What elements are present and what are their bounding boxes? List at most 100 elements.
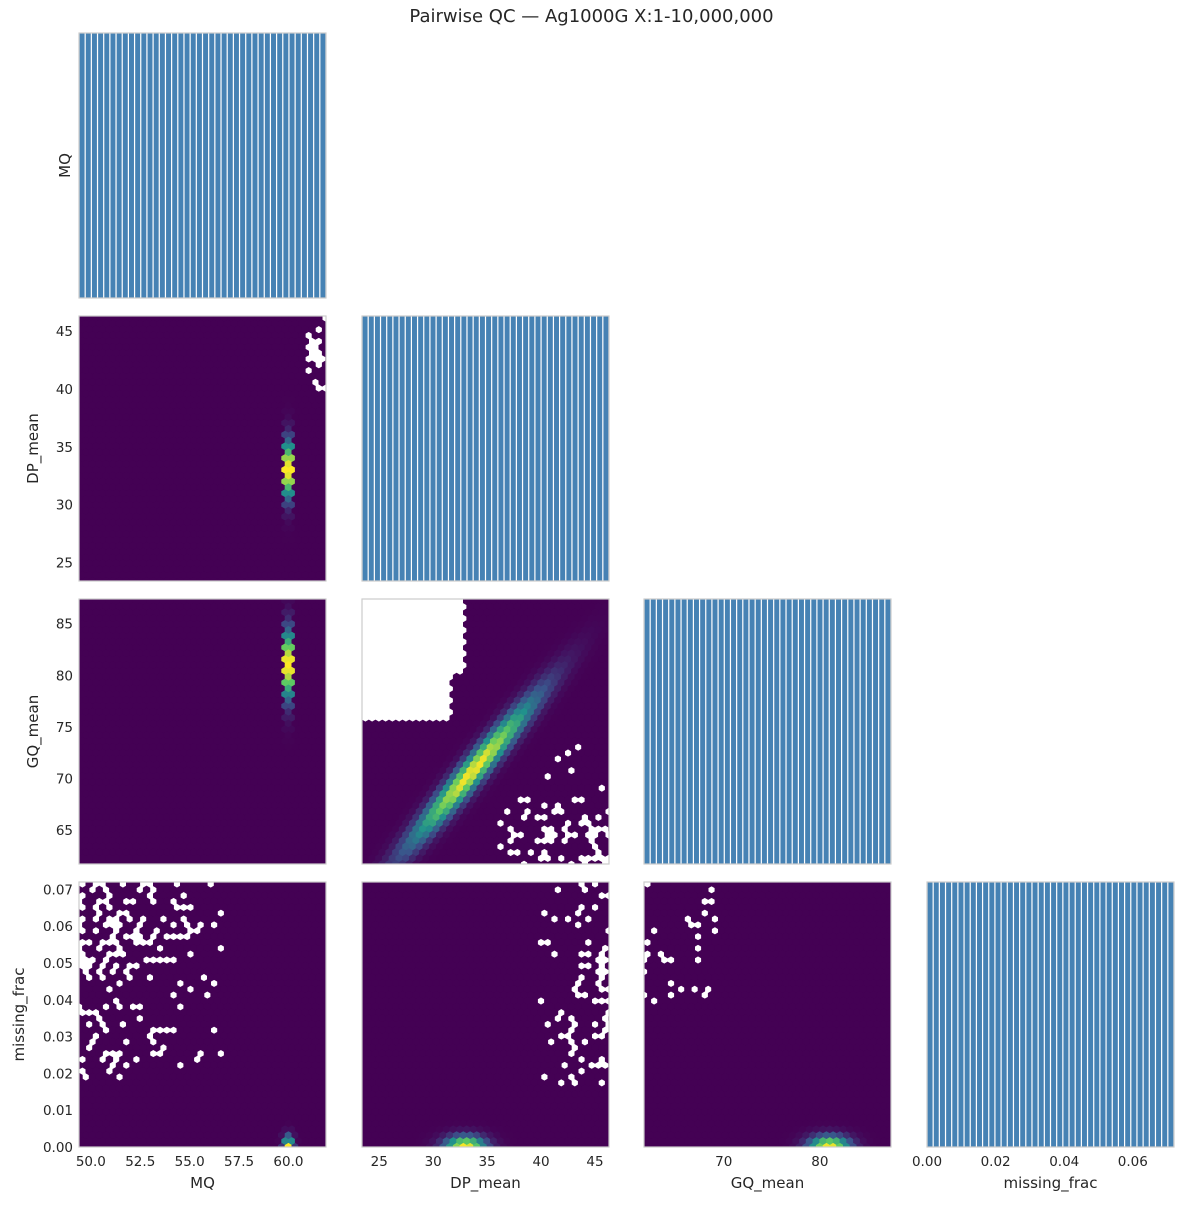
hexbin-cell (220, 536, 228, 545)
hexbin-cell (102, 577, 110, 581)
hexbin-cell (102, 389, 110, 399)
hexbin-cell (476, 643, 484, 652)
hexbin-cell (385, 778, 393, 787)
hexbin-cell (274, 748, 282, 758)
hexbin-cell (506, 743, 515, 752)
hexbin-cell (392, 743, 400, 752)
hexbin-cell (588, 766, 596, 775)
hexbin-cell (203, 366, 211, 375)
hexbin-cell (496, 713, 505, 723)
hexbin-cell (234, 655, 242, 664)
hexbin-cell (247, 547, 255, 557)
hexbin-cell (166, 737, 174, 746)
hexbin-cell (294, 325, 303, 334)
hexbin-cell (500, 637, 508, 647)
hexbin-cell (412, 766, 420, 775)
hexbin-cell (244, 343, 252, 352)
hexbin-cell (193, 547, 201, 557)
hexbin-cell (210, 614, 218, 623)
hexbin-cell (288, 678, 296, 688)
hexbin-cell (102, 813, 110, 822)
hexbin-cell (132, 854, 141, 863)
hexbin-cell (207, 690, 215, 699)
hexbin-cell (244, 495, 252, 504)
hexbin-cell (122, 848, 130, 857)
hexbin-cell (237, 614, 245, 623)
hexbin-cell (213, 536, 222, 545)
hexbin-cell (329, 524, 336, 533)
hexbin-cell (315, 547, 323, 557)
hexbin-cell (305, 577, 313, 581)
hexbin-cell (540, 626, 549, 635)
hexbin-cell (230, 541, 238, 551)
hexbin-cell (305, 389, 313, 399)
hexbin-cell (207, 360, 215, 369)
hexbin-cell (159, 383, 168, 393)
hist-bar (879, 599, 885, 864)
hexbin-cell (271, 436, 279, 446)
hexbin-cell (196, 483, 205, 492)
hexbin-cell (163, 448, 171, 457)
hexbin-cell (550, 643, 559, 652)
hexbin-cell (207, 830, 215, 840)
hexbin-cell (267, 559, 276, 568)
hexbin-cell (105, 337, 114, 346)
hexbin-cell (574, 731, 582, 740)
hexbin-cell (142, 754, 151, 764)
hexbin-cell (139, 819, 147, 828)
hexbin-cell (305, 495, 313, 504)
hexbin-cell (601, 637, 609, 647)
hexbin-cell (210, 577, 218, 581)
hexbin-cell (456, 748, 464, 758)
hexbin-cell (190, 848, 198, 857)
hexbin-cell (85, 795, 93, 805)
hexbin-cell (237, 413, 245, 422)
hexbin-cell (318, 801, 326, 810)
hexbin-cell (230, 836, 238, 846)
hexbin-cell (301, 477, 309, 486)
hexbin-cell (362, 725, 370, 734)
hexbin-cell (112, 830, 120, 840)
hexbin-cell (329, 819, 336, 828)
hexbin-cell (247, 608, 255, 617)
hexbin-cell (261, 383, 269, 393)
hexbin-cell (115, 331, 124, 340)
hexbin-cell (173, 725, 181, 734)
hexbin-cell (513, 778, 521, 787)
hexbin-cell (513, 719, 521, 729)
hexbin-cell (298, 518, 306, 527)
hexbin-cell (237, 707, 245, 717)
hexbin-cell (612, 667, 619, 676)
hexbin-cell (274, 620, 282, 629)
hexbin-cell (227, 643, 235, 652)
hexbin-cell (146, 737, 154, 746)
hexbin-cell (490, 655, 498, 664)
hexbin-cell (203, 541, 211, 551)
hexbin-cell (281, 325, 289, 334)
hexbin-cell (207, 348, 215, 358)
hexbin-cell (409, 760, 417, 769)
hexbin-cell (88, 471, 97, 481)
hexbin-cell (149, 626, 157, 635)
hexbin-cell (294, 666, 303, 676)
hexbin-cell (82, 696, 90, 705)
hexbin-cell (254, 559, 262, 568)
hexbin-cell (244, 696, 252, 705)
hexbin-cell (183, 577, 191, 581)
hexbin-cell (82, 471, 90, 481)
hexbin-cell (122, 684, 130, 693)
hexbin-cell (79, 514, 80, 520)
hexbin-cell (271, 553, 279, 563)
hexbin-cell (537, 666, 545, 676)
hexbin-cell (122, 766, 130, 775)
hexbin-cell (210, 541, 218, 551)
hexbin-cell (105, 559, 114, 568)
hexbin-cell (220, 372, 228, 381)
hexbin-cell (503, 748, 511, 758)
hexbin-cell (240, 536, 249, 545)
hexbin-cell (186, 489, 195, 498)
hexbin-cell (183, 614, 191, 623)
hexbin-cell (557, 599, 559, 600)
hexbin-cell (271, 483, 279, 492)
hexbin-cell (230, 707, 238, 717)
